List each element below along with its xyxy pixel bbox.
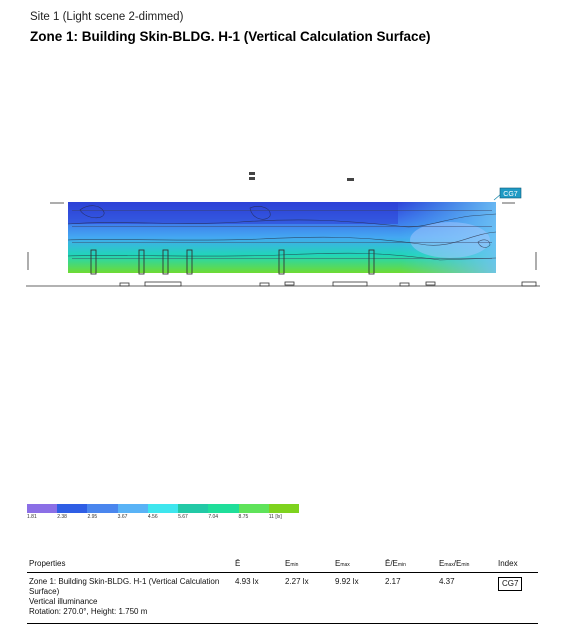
illuminance-color-scale bbox=[27, 504, 299, 513]
scale-swatch bbox=[268, 504, 299, 513]
isoline-plot: CG7 bbox=[26, 172, 540, 287]
cg7-tag-label: CG7 bbox=[503, 191, 518, 198]
header-avg: Ē bbox=[233, 552, 283, 573]
scale-label: 3.67 bbox=[117, 514, 128, 520]
scale-swatch bbox=[57, 504, 88, 513]
scale-swatch bbox=[238, 504, 269, 513]
scale-label: 5.67 bbox=[178, 514, 188, 520]
scale-swatch bbox=[87, 504, 118, 513]
scale-label: 2.38 bbox=[57, 514, 67, 520]
properties-table: Properties Ē Emin Emax Ē/Emin Emax/Emin … bbox=[27, 552, 538, 624]
table-header-row: Properties Ē Emin Emax Ē/Emin Emax/Emin … bbox=[27, 552, 538, 573]
header-ratio: Emax/Emin bbox=[437, 552, 496, 573]
cell-index: CG7 bbox=[496, 572, 538, 624]
zone-title: Zone 1: Building Skin-BLDG. H-1 (Vertica… bbox=[30, 29, 431, 44]
table-row: Zone 1: Building Skin-BLDG. H-1 (Vertica… bbox=[27, 572, 538, 624]
header-index: Index bbox=[496, 552, 538, 573]
header-uniformity: Ē/Emin bbox=[383, 552, 437, 573]
header-properties: Properties bbox=[27, 552, 233, 573]
site-scene-label: Site 1 (Light scene 2-dimmed) bbox=[30, 11, 184, 23]
cell-properties: Zone 1: Building Skin-BLDG. H-1 (Vertica… bbox=[27, 572, 233, 624]
scale-label: 4.56 bbox=[147, 514, 158, 520]
scale-swatch bbox=[27, 504, 58, 513]
cell-ratio: 4.37 bbox=[437, 572, 496, 624]
cell-avg: 4.93 lx bbox=[233, 572, 283, 624]
scale-swatch bbox=[147, 504, 179, 513]
scale-label: 1.81 bbox=[27, 514, 37, 520]
scale-label: 7.04 bbox=[208, 514, 219, 520]
cg7-tag bbox=[499, 187, 522, 199]
color-scale-labels: 1.81 2.38 2.95 3.67 4.56 5.67 7.04 8.75 11 [lx] bbox=[27, 514, 327, 524]
scale-label: 11 [lx] bbox=[268, 514, 282, 520]
cell-emax: 9.92 lx bbox=[333, 572, 383, 624]
scale-swatch bbox=[208, 504, 239, 513]
header-emax: Emax bbox=[333, 552, 383, 573]
scale-swatch bbox=[117, 504, 148, 513]
cell-uniformity: 2.17 bbox=[383, 572, 437, 624]
cell-emin: 2.27 lx bbox=[283, 572, 333, 624]
scale-label: 8.75 bbox=[238, 514, 249, 520]
header-emin: Emin bbox=[283, 552, 333, 573]
scale-label: 2.95 bbox=[87, 514, 98, 520]
scale-swatch bbox=[178, 504, 209, 513]
